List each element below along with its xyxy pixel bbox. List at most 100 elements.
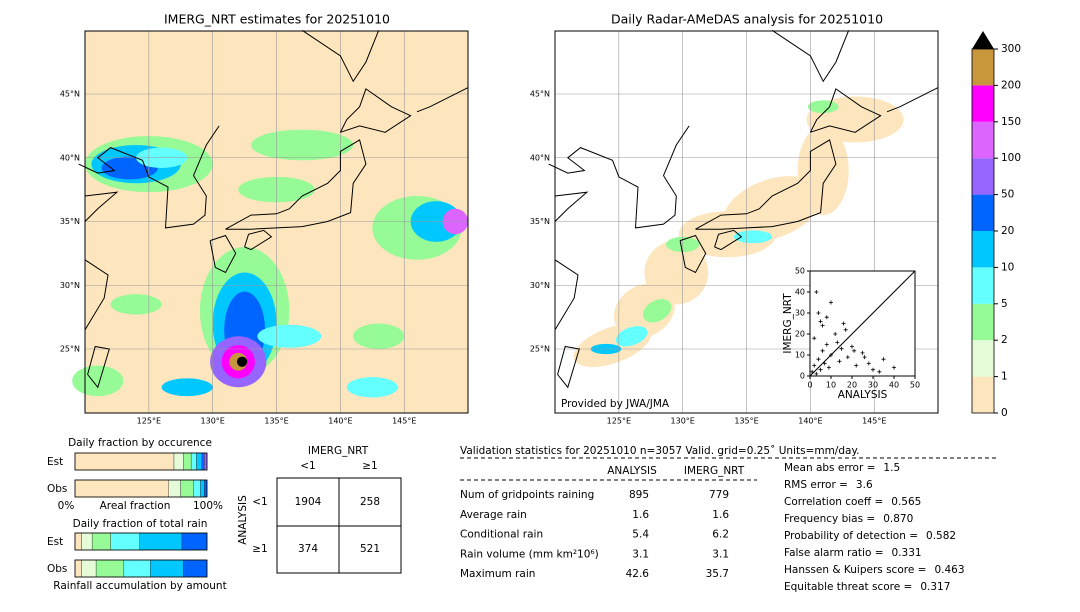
coastline [209, 234, 237, 274]
stats-value: 5.4 [632, 529, 649, 541]
scatter-point [860, 350, 865, 355]
lon-label: 130°E [201, 417, 225, 426]
score-value: 0.582 [926, 530, 956, 542]
colorbar-segment [972, 231, 994, 268]
scatter-point [866, 361, 871, 366]
coastline [771, 29, 850, 83]
lat-label: 40°N [60, 153, 80, 162]
x-label: Areal fraction [100, 500, 171, 512]
stats-value: 42.6 [626, 568, 650, 580]
lat-label: 35°N [530, 217, 550, 226]
scatter-point [835, 340, 840, 345]
rain-area [733, 230, 773, 244]
scatter-point [881, 357, 886, 362]
fraction-segment [183, 452, 192, 471]
table-cell: 1904 [295, 496, 322, 508]
score-value: 0.565 [891, 496, 921, 508]
scatter-point [839, 346, 844, 351]
coastline [301, 29, 380, 83]
fraction-segment [183, 559, 208, 578]
x-label: 0% [58, 500, 75, 512]
scatter-point [824, 315, 829, 320]
score-label: Frequency bias = [784, 513, 875, 525]
stats-value: 35.7 [706, 568, 729, 580]
x-label: Rainfall accumulation by amount [53, 580, 226, 592]
scatter-point [816, 311, 821, 315]
stats-value: 6.2 [712, 529, 729, 541]
map-frame [84, 30, 469, 414]
scatter-point [820, 323, 825, 328]
fraction-segment [74, 532, 82, 551]
rain-area [236, 356, 248, 367]
table-title: IMERG_NRT [308, 445, 369, 457]
fraction-segment [81, 532, 93, 551]
rain-area [72, 365, 124, 397]
fraction-segment [168, 479, 181, 498]
scatter-point [822, 361, 827, 366]
coastline [416, 87, 469, 113]
coastline [809, 88, 882, 133]
colorbar-segment [972, 267, 994, 304]
rain-area [161, 378, 213, 397]
fraction-segment [74, 452, 175, 471]
lon-label: 130°E [671, 417, 695, 426]
fraction-segment [193, 479, 201, 498]
colorbar-segment [972, 121, 994, 159]
lat-label: 35°N [60, 217, 80, 226]
table-cell: 521 [360, 543, 380, 555]
lon-label: 140°E [328, 417, 352, 426]
scatter-point [829, 353, 833, 357]
stats-label: Conditional rain [460, 529, 543, 541]
row-label: Est [47, 456, 63, 468]
bar-frame [74, 532, 208, 551]
col-label: <1 [300, 460, 315, 472]
colorbar-segment [972, 340, 994, 377]
colorbar-label: 1 [1001, 371, 1008, 383]
scatter-point [810, 369, 815, 374]
scatter-point [845, 355, 850, 360]
y-axis-label: IMERG_NRT [782, 293, 794, 354]
rain-area [807, 100, 839, 114]
colorbar-segment [972, 158, 994, 195]
lat-label: 45°N [60, 90, 80, 99]
scatter-point [814, 371, 819, 376]
bar-frame [74, 479, 208, 498]
fraction-segment [173, 452, 184, 471]
coastline [714, 229, 743, 251]
rain-area [110, 294, 162, 315]
stats-label: Rain volume (mm km²10⁶) [460, 548, 599, 560]
y-tick-label: 20 [795, 330, 805, 339]
lat-label: 40°N [530, 153, 550, 162]
y-tick-label: 10 [795, 351, 805, 360]
coastline [679, 234, 707, 274]
colorbar-segment [972, 376, 994, 413]
lon-label: 125°E [137, 417, 161, 426]
colorbar-label: 5 [1001, 298, 1008, 310]
scatter-point [812, 336, 817, 341]
scatter-point [833, 332, 838, 336]
scatter-point [854, 363, 859, 368]
lat-label: 25°N [530, 345, 550, 354]
colorbar-label: 2 [1001, 334, 1008, 346]
row-label: Obs [47, 563, 67, 575]
col-label: ≥1 [362, 460, 377, 472]
scatter-point [892, 365, 896, 370]
x-tick-label: 50 [910, 381, 920, 390]
fraction-segment [110, 532, 140, 551]
lon-label: 145°E [862, 417, 886, 426]
score-label: Hanssen & Kuipers score = [784, 564, 926, 576]
stats-value: 1.6 [712, 509, 729, 521]
fraction-segment [200, 479, 205, 498]
panel-title: Daily fraction of total rain [73, 518, 208, 530]
stats-value: 779 [709, 489, 729, 501]
panel-title: Daily fraction by occurence [68, 437, 212, 449]
score-value: 3.6 [856, 479, 873, 491]
scatter-point [877, 369, 882, 374]
map-title: IMERG_NRT estimates for 20251010 [164, 12, 390, 27]
scatter-point [871, 367, 875, 372]
scatter-point [818, 367, 823, 372]
scatter-point [862, 355, 867, 360]
bar-frame [74, 559, 208, 578]
coastline [244, 229, 273, 251]
